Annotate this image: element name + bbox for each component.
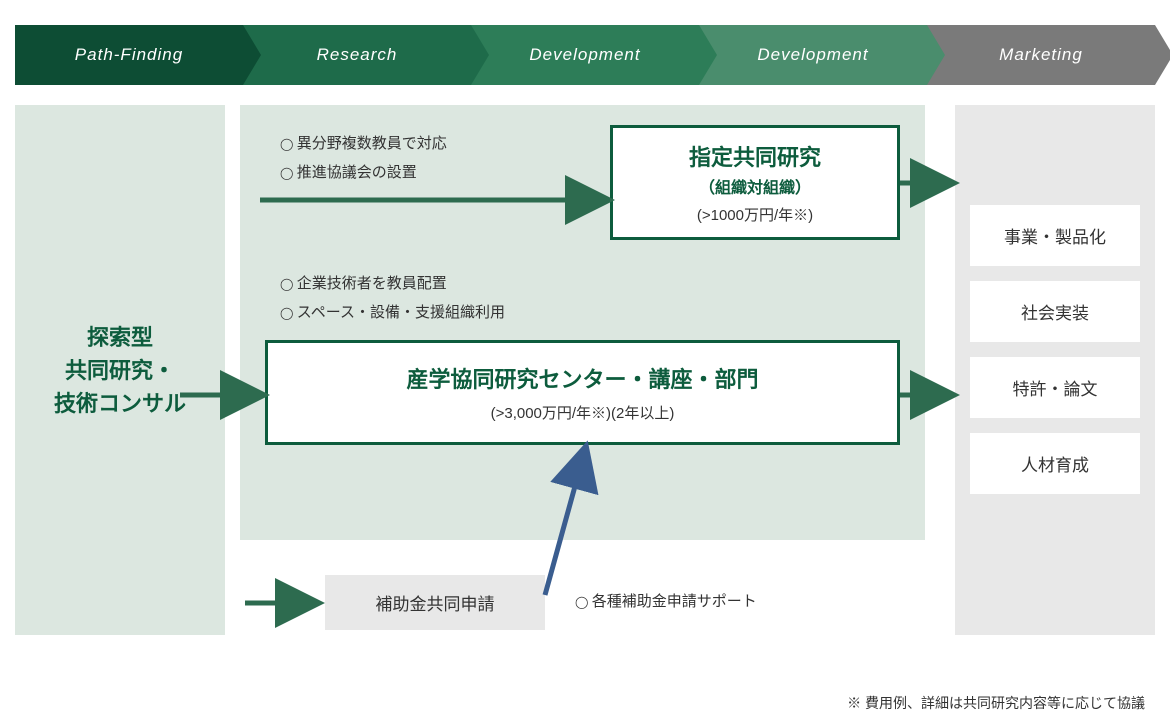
- bullet: 企業技術者を教員配置: [280, 270, 505, 299]
- box1-title: 指定共同研究: [689, 140, 821, 172]
- outcome-2: 社会実装: [970, 281, 1140, 342]
- bullets-top: 異分野複数教員で対応 推進協議会の設置: [280, 130, 447, 187]
- box2-title: 産学協同研究センター・講座・部門: [406, 362, 758, 394]
- stage-1: Path-Finding: [15, 25, 243, 85]
- outcome-4: 人材育成: [970, 433, 1140, 494]
- bullet-bottom: 各種補助金申請サポート: [575, 590, 757, 611]
- box-joint-center: 産学協同研究センター・講座・部門 (>3,000万円/年※)(2年以上): [265, 340, 900, 445]
- left-panel: 探索型 共同研究・ 技術コンサル: [15, 105, 225, 635]
- box1-detail: (>1000万円/年※): [697, 204, 813, 225]
- box1-subtitle: （組織対組織）: [699, 174, 811, 198]
- outcome-3: 特許・論文: [970, 357, 1140, 418]
- left-title-l1: 探索型: [87, 325, 153, 350]
- right-panel: 事業・製品化 社会実装 特許・論文 人材育成: [955, 105, 1155, 635]
- bullet: 異分野複数教員で対応: [280, 130, 447, 159]
- stage-4: Development: [699, 25, 927, 85]
- outcome-1: 事業・製品化: [970, 205, 1140, 266]
- left-title: 探索型 共同研究・ 技術コンサル: [54, 321, 186, 420]
- middle-panel: 異分野複数教員で対応 推進協議会の設置 指定共同研究 （組織対組織） (>100…: [240, 105, 925, 540]
- bullets-mid: 企業技術者を教員配置 スペース・設備・支援組織利用: [280, 270, 505, 327]
- left-title-l3: 技術コンサル: [54, 391, 186, 416]
- stage-5: Marketing: [927, 25, 1155, 85]
- box-subsidy: 補助金共同申請: [325, 575, 545, 630]
- footnote: ※ 費用例、詳細は共同研究内容等に応じて協議: [847, 693, 1145, 713]
- stage-2: Research: [243, 25, 471, 85]
- bullet: スペース・設備・支援組織利用: [280, 299, 505, 328]
- left-title-l2: 共同研究・: [65, 358, 175, 383]
- stage-chevron-bar: Path-Finding Research Development Develo…: [15, 25, 1155, 85]
- box2-detail: (>3,000万円/年※)(2年以上): [491, 402, 675, 423]
- bullet: 推進協議会の設置: [280, 159, 447, 188]
- stage-3: Development: [471, 25, 699, 85]
- box-designated-research: 指定共同研究 （組織対組織） (>1000万円/年※): [610, 125, 900, 240]
- main-diagram: 探索型 共同研究・ 技術コンサル 異分野複数教員で対応 推進協議会の設置 指定共…: [15, 105, 1155, 635]
